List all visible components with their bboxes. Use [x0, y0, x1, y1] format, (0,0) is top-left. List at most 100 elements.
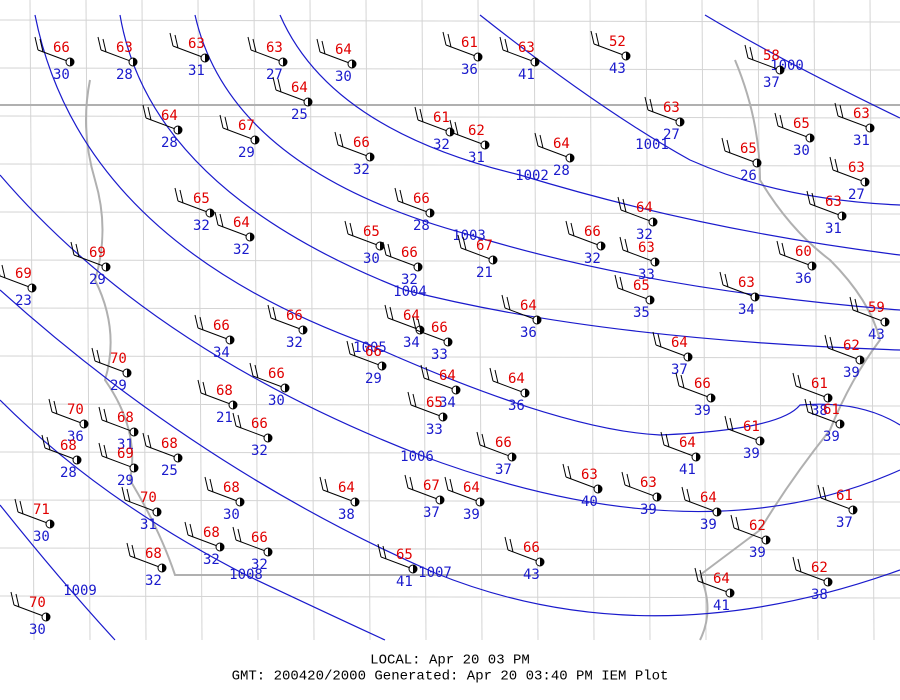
- wind-barb: [189, 523, 194, 538]
- temperature: 64: [636, 200, 653, 216]
- wind-barb: [75, 243, 80, 258]
- sky-cover-fill: [134, 464, 138, 472]
- wind-staff: [795, 385, 829, 399]
- wind-staff: [684, 499, 718, 513]
- wind-staff: [795, 569, 829, 583]
- dewpoint: 30: [223, 507, 240, 523]
- temperature: 66: [694, 376, 711, 392]
- wind-staff: [17, 511, 51, 525]
- temperature: 61: [811, 376, 828, 392]
- sky-cover-fill: [250, 233, 254, 241]
- station: 63 27: [644, 96, 685, 143]
- wind-staff: [385, 254, 419, 268]
- wind-staff: [322, 489, 356, 503]
- temperature: 67: [476, 238, 493, 254]
- temperature: 69: [117, 446, 134, 462]
- wind-barb: [829, 336, 834, 351]
- wind-barb: [316, 38, 321, 53]
- sky-cover-fill: [450, 128, 454, 136]
- isobar-line: [704, 14, 900, 119]
- temperature: 70: [110, 351, 127, 367]
- wind-barb: [174, 34, 179, 49]
- temperature: 64: [671, 335, 688, 351]
- temperature: 66: [213, 318, 230, 334]
- dewpoint: 37: [671, 362, 688, 378]
- wind-staff: [565, 476, 599, 490]
- wind-barb: [46, 436, 51, 451]
- station: 63 41: [499, 36, 540, 83]
- wind-barb: [179, 189, 184, 204]
- temperature: 70: [29, 595, 46, 611]
- isobar-line: [279, 14, 900, 256]
- dewpoint: 43: [868, 327, 885, 343]
- wind-barb: [249, 362, 254, 377]
- wind-staff: [447, 489, 481, 503]
- sky-cover-fill: [106, 263, 110, 271]
- wind-barb: [454, 121, 459, 136]
- wind-barb: [324, 478, 329, 493]
- station: 65 30: [344, 220, 385, 267]
- wind-barb: [811, 192, 816, 207]
- sky-cover-fill: [650, 296, 654, 304]
- sky-cover-fill: [760, 437, 764, 445]
- wind-barb: [699, 569, 704, 584]
- sky-cover-fill: [680, 118, 684, 126]
- wind-staff: [593, 43, 627, 57]
- station: 62 38: [792, 556, 833, 603]
- station: 68 25: [142, 432, 183, 479]
- isobar-line: [0, 504, 116, 641]
- dewpoint: 32: [193, 218, 210, 234]
- wind-barb: [792, 372, 797, 387]
- sky-cover-fill: [285, 384, 289, 392]
- wind-barb: [184, 521, 189, 536]
- station: 66 32: [565, 220, 606, 267]
- wind-barb: [272, 306, 277, 321]
- temperature: 64: [463, 480, 480, 496]
- wind-barb: [619, 276, 624, 291]
- sky-cover-fill: [853, 506, 857, 514]
- wind-staff: [452, 132, 486, 146]
- station: 64 32: [617, 196, 658, 243]
- temperature: 64: [520, 298, 537, 314]
- wind-staff: [100, 49, 134, 63]
- dewpoint: 39: [743, 446, 760, 462]
- isobar-line: [119, 14, 900, 351]
- sky-cover-fill: [355, 498, 359, 506]
- wind-barb: [214, 211, 219, 226]
- dewpoint: 30: [335, 69, 352, 85]
- temperature: 66: [413, 191, 430, 207]
- sky-cover-fill: [657, 493, 661, 501]
- station: 65 35: [614, 274, 655, 321]
- dewpoint: 32: [251, 557, 268, 573]
- county-line: [365, 0, 371, 641]
- wind-staff: [415, 329, 449, 343]
- wind-barb: [334, 131, 339, 146]
- dewpoint: 40: [581, 494, 598, 510]
- wind-staff: [347, 233, 381, 247]
- dewpoint: 38: [338, 507, 355, 523]
- wind-barb: [652, 331, 657, 346]
- wind-barb: [15, 593, 20, 608]
- station: 63 28: [97, 36, 138, 83]
- wind-barb: [562, 463, 567, 478]
- dewpoint: 32: [145, 573, 162, 589]
- station: 64 37: [652, 331, 693, 378]
- wind-barb: [98, 406, 103, 421]
- dewpoint: 34: [403, 335, 420, 351]
- temperature: 66: [268, 366, 285, 382]
- temperature: 64: [291, 80, 308, 96]
- isobar-label: 1008: [229, 567, 263, 583]
- dewpoint: 39: [463, 507, 480, 523]
- wind-barb: [457, 234, 462, 249]
- dewpoint: 31: [117, 437, 134, 453]
- dewpoint: 38: [811, 587, 828, 603]
- temperature: 64: [713, 571, 730, 587]
- wind-barb: [121, 486, 126, 501]
- wind-barb: [351, 342, 356, 357]
- temperature: 66: [53, 40, 70, 56]
- dewpoint: 32: [286, 335, 303, 351]
- temperature: 66: [365, 344, 382, 360]
- dewpoint: 41: [679, 462, 696, 478]
- station: 64 39: [444, 476, 485, 523]
- dewpoint: 30: [268, 393, 285, 409]
